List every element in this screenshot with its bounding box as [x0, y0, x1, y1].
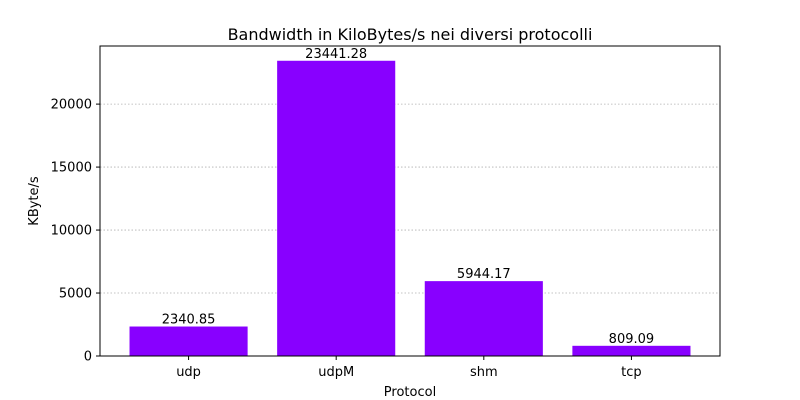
y-tick-label: 5000: [59, 287, 92, 302]
bar-shm: [424, 281, 543, 356]
x-tick-label-shm: shm: [470, 365, 498, 380]
plot-frame: [99, 45, 721, 357]
y-axis-label: KByte/s: [27, 176, 42, 226]
x-tick-label-udp: udp: [176, 365, 201, 380]
x-axis-ticks: udp udpM shm tcp: [176, 356, 642, 380]
bar-udpM: [277, 60, 396, 357]
data-label-udp: 2340.85: [162, 313, 216, 328]
data-label-shm: 5944.17: [457, 267, 511, 282]
data-labels: 2340.85 23441.28 5944.17 809.09: [162, 47, 654, 347]
x-tick-label-tcp: tcp: [621, 365, 642, 380]
y-axis-ticks: 0 5000 10000 15000 20000: [51, 98, 100, 365]
chart-title: Bandwidth in KiloBytes/s nei diversi pro…: [228, 25, 593, 44]
bar-udp: [129, 326, 248, 356]
y-tick-label: 20000: [51, 98, 92, 113]
bar-tcp: [572, 345, 691, 356]
data-label-udpM: 23441.28: [305, 47, 367, 62]
y-tick-label: 10000: [51, 224, 92, 239]
x-axis-label: Protocol: [384, 385, 436, 400]
y-gridlines: [100, 103, 720, 294]
bars: [129, 60, 691, 357]
data-label-tcp: 809.09: [609, 332, 655, 347]
y-tick-label: 0: [84, 350, 92, 365]
y-tick-label: 15000: [51, 161, 92, 176]
x-tick-label-udpM: udpM: [318, 365, 354, 380]
